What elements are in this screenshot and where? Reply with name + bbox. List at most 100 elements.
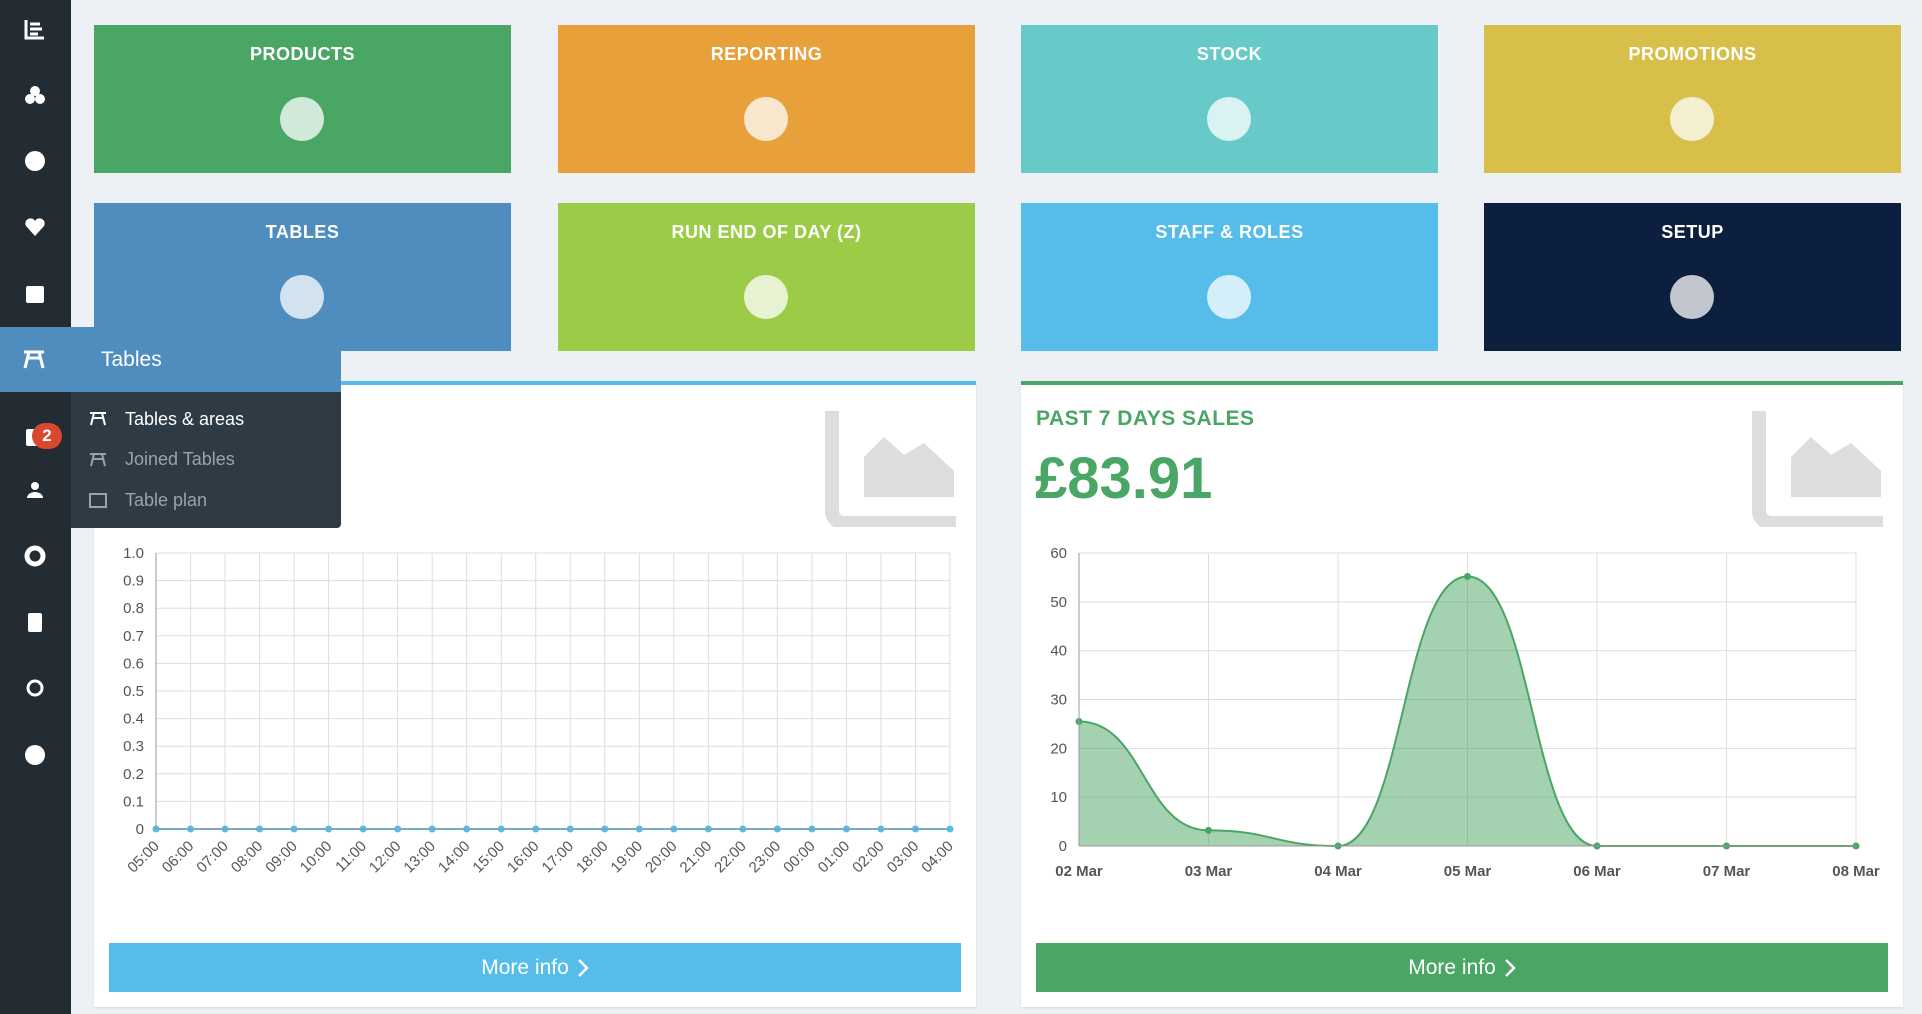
menu-item[interactable]: Joined Tables: [125, 449, 235, 469]
more-info-button[interactable]: More info: [109, 943, 961, 992]
x-tick-label: 05 Mar: [1444, 863, 1492, 880]
tile-icon: [280, 97, 324, 141]
nav-sync[interactable]: [24, 677, 46, 699]
tile[interactable]: PROMOTIONS: [1484, 25, 1901, 173]
tile-label: STOCK: [1196, 44, 1263, 64]
x-tick-label: 07:00: [193, 838, 232, 877]
y-tick-label: 10: [1050, 789, 1067, 806]
tile-label: PRODUCTS: [249, 44, 355, 64]
tile-label: TABLES: [265, 222, 340, 242]
x-tick-label: 03 Mar: [1185, 863, 1233, 880]
tile-icon: [744, 97, 788, 141]
x-tick-label: 05:00: [124, 838, 163, 877]
tile[interactable]: RUN END OF DAY (Z): [558, 203, 975, 351]
tile-icon: [1207, 275, 1251, 319]
tile-label: PROMOTIONS: [1628, 44, 1757, 64]
tile[interactable]: STOCK: [1021, 25, 1438, 173]
x-tick-label: 02 Mar: [1055, 863, 1103, 880]
area: [1079, 576, 1856, 846]
nav-documents[interactable]: [24, 611, 46, 633]
tile[interactable]: STAFF & ROLES: [1021, 203, 1438, 351]
x-tick-label: 19:00: [608, 838, 647, 877]
x-tick-label: 09:00: [262, 838, 301, 877]
nav-favourites[interactable]: [24, 216, 46, 238]
x-tick-label: 03:00: [884, 838, 923, 877]
x-tick-label: 16:00: [504, 838, 543, 877]
x-tick-label: 04:00: [918, 838, 957, 877]
x-tick-label: 15:00: [469, 838, 508, 877]
y-tick-label: 0.9: [123, 573, 144, 590]
tile-icon: [744, 275, 788, 319]
point: [1464, 572, 1471, 580]
x-tick-label: 08 Mar: [1832, 863, 1880, 880]
x-tick-label: 22:00: [711, 838, 750, 877]
y-tick-label: 0.5: [123, 683, 144, 700]
panel-value: £83.91: [1035, 446, 1213, 511]
submenu: Tables & areas Joined Tables Table plan: [71, 392, 341, 528]
tile[interactable]: REPORTING: [558, 25, 975, 173]
y-tick-label: 0: [136, 821, 144, 838]
nav-stock[interactable]: [24, 84, 46, 106]
tile-label: SETUP: [1661, 222, 1724, 242]
x-tick-label: 08:00: [228, 838, 267, 877]
tile[interactable]: TABLES: [94, 203, 511, 351]
tile-icon: [280, 275, 324, 319]
nav-help[interactable]: [24, 744, 46, 766]
y-tick-label: 0.8: [123, 600, 144, 617]
x-tick-label: 02:00: [849, 838, 888, 877]
nav-reports[interactable]: [24, 18, 46, 40]
y-tick-label: 60: [1050, 545, 1067, 562]
y-tick-label: 20: [1050, 740, 1067, 757]
tile[interactable]: PRODUCTS: [94, 25, 511, 173]
button-label: More info: [481, 955, 569, 979]
x-tick-label: 14:00: [435, 838, 474, 877]
y-tick-label: 0.4: [123, 711, 144, 728]
y-tick-label: 0.2: [123, 766, 144, 783]
nav-calendar[interactable]: [24, 282, 46, 304]
more-info-button[interactable]: More info: [1036, 943, 1888, 992]
nav-settings[interactable]: [24, 545, 46, 567]
x-tick-label: 12:00: [366, 838, 405, 877]
panel-today: More info: [94, 381, 976, 1007]
x-tick-label: 23:00: [746, 838, 785, 877]
nav-promotions[interactable]: [24, 150, 46, 172]
y-tick-label: 40: [1050, 643, 1067, 660]
y-tick-label: 0.7: [123, 628, 144, 645]
menu-header[interactable]: Tables: [0, 327, 341, 392]
x-tick-label: 11:00: [332, 838, 370, 876]
x-tick-label: 20:00: [642, 838, 681, 877]
point: [1205, 826, 1212, 834]
tile-label: STAFF & ROLES: [1155, 222, 1304, 242]
x-tick-label: 06:00: [159, 838, 198, 877]
nav-staff[interactable]: [24, 478, 46, 500]
y-tick-label: 50: [1050, 594, 1067, 611]
y-tick-label: 0.3: [123, 738, 144, 755]
menu-item[interactable]: Tables & areas: [125, 409, 245, 429]
menu-title: Tables: [101, 348, 162, 371]
x-tick-label: 04 Mar: [1314, 863, 1362, 880]
x-tick-label: 13:00: [400, 838, 439, 877]
x-tick-label: 10:00: [297, 838, 336, 877]
tile-label: RUN END OF DAY (Z): [671, 222, 862, 242]
y-tick-label: 0.1: [123, 793, 144, 810]
x-tick-label: 21:00: [677, 838, 716, 877]
y-tick-label: 0.6: [123, 655, 144, 672]
panel-icon: [825, 411, 956, 527]
x-tick-label: 07 Mar: [1703, 863, 1751, 880]
y-tick-label: 30: [1050, 692, 1067, 709]
x-tick-label: 18:00: [573, 838, 612, 877]
x-tick-label: 00:00: [780, 838, 819, 877]
x-tick-label: 06 Mar: [1573, 863, 1621, 880]
panel-title: PAST 7 DAYS SALES: [1036, 407, 1255, 430]
y-tick-label: 0: [1059, 838, 1067, 855]
tile[interactable]: SETUP: [1484, 203, 1901, 351]
x-tick-label: 01:00: [815, 838, 854, 877]
y-tick-label: 1.0: [123, 545, 144, 562]
menu-item[interactable]: Table plan: [125, 490, 208, 510]
tile-icon: [1670, 275, 1714, 319]
button-label: More info: [1408, 955, 1496, 979]
tile-icon: [1670, 97, 1714, 141]
flyout-menu: Tables Tables & areas Joined Tables Tabl…: [0, 327, 341, 528]
